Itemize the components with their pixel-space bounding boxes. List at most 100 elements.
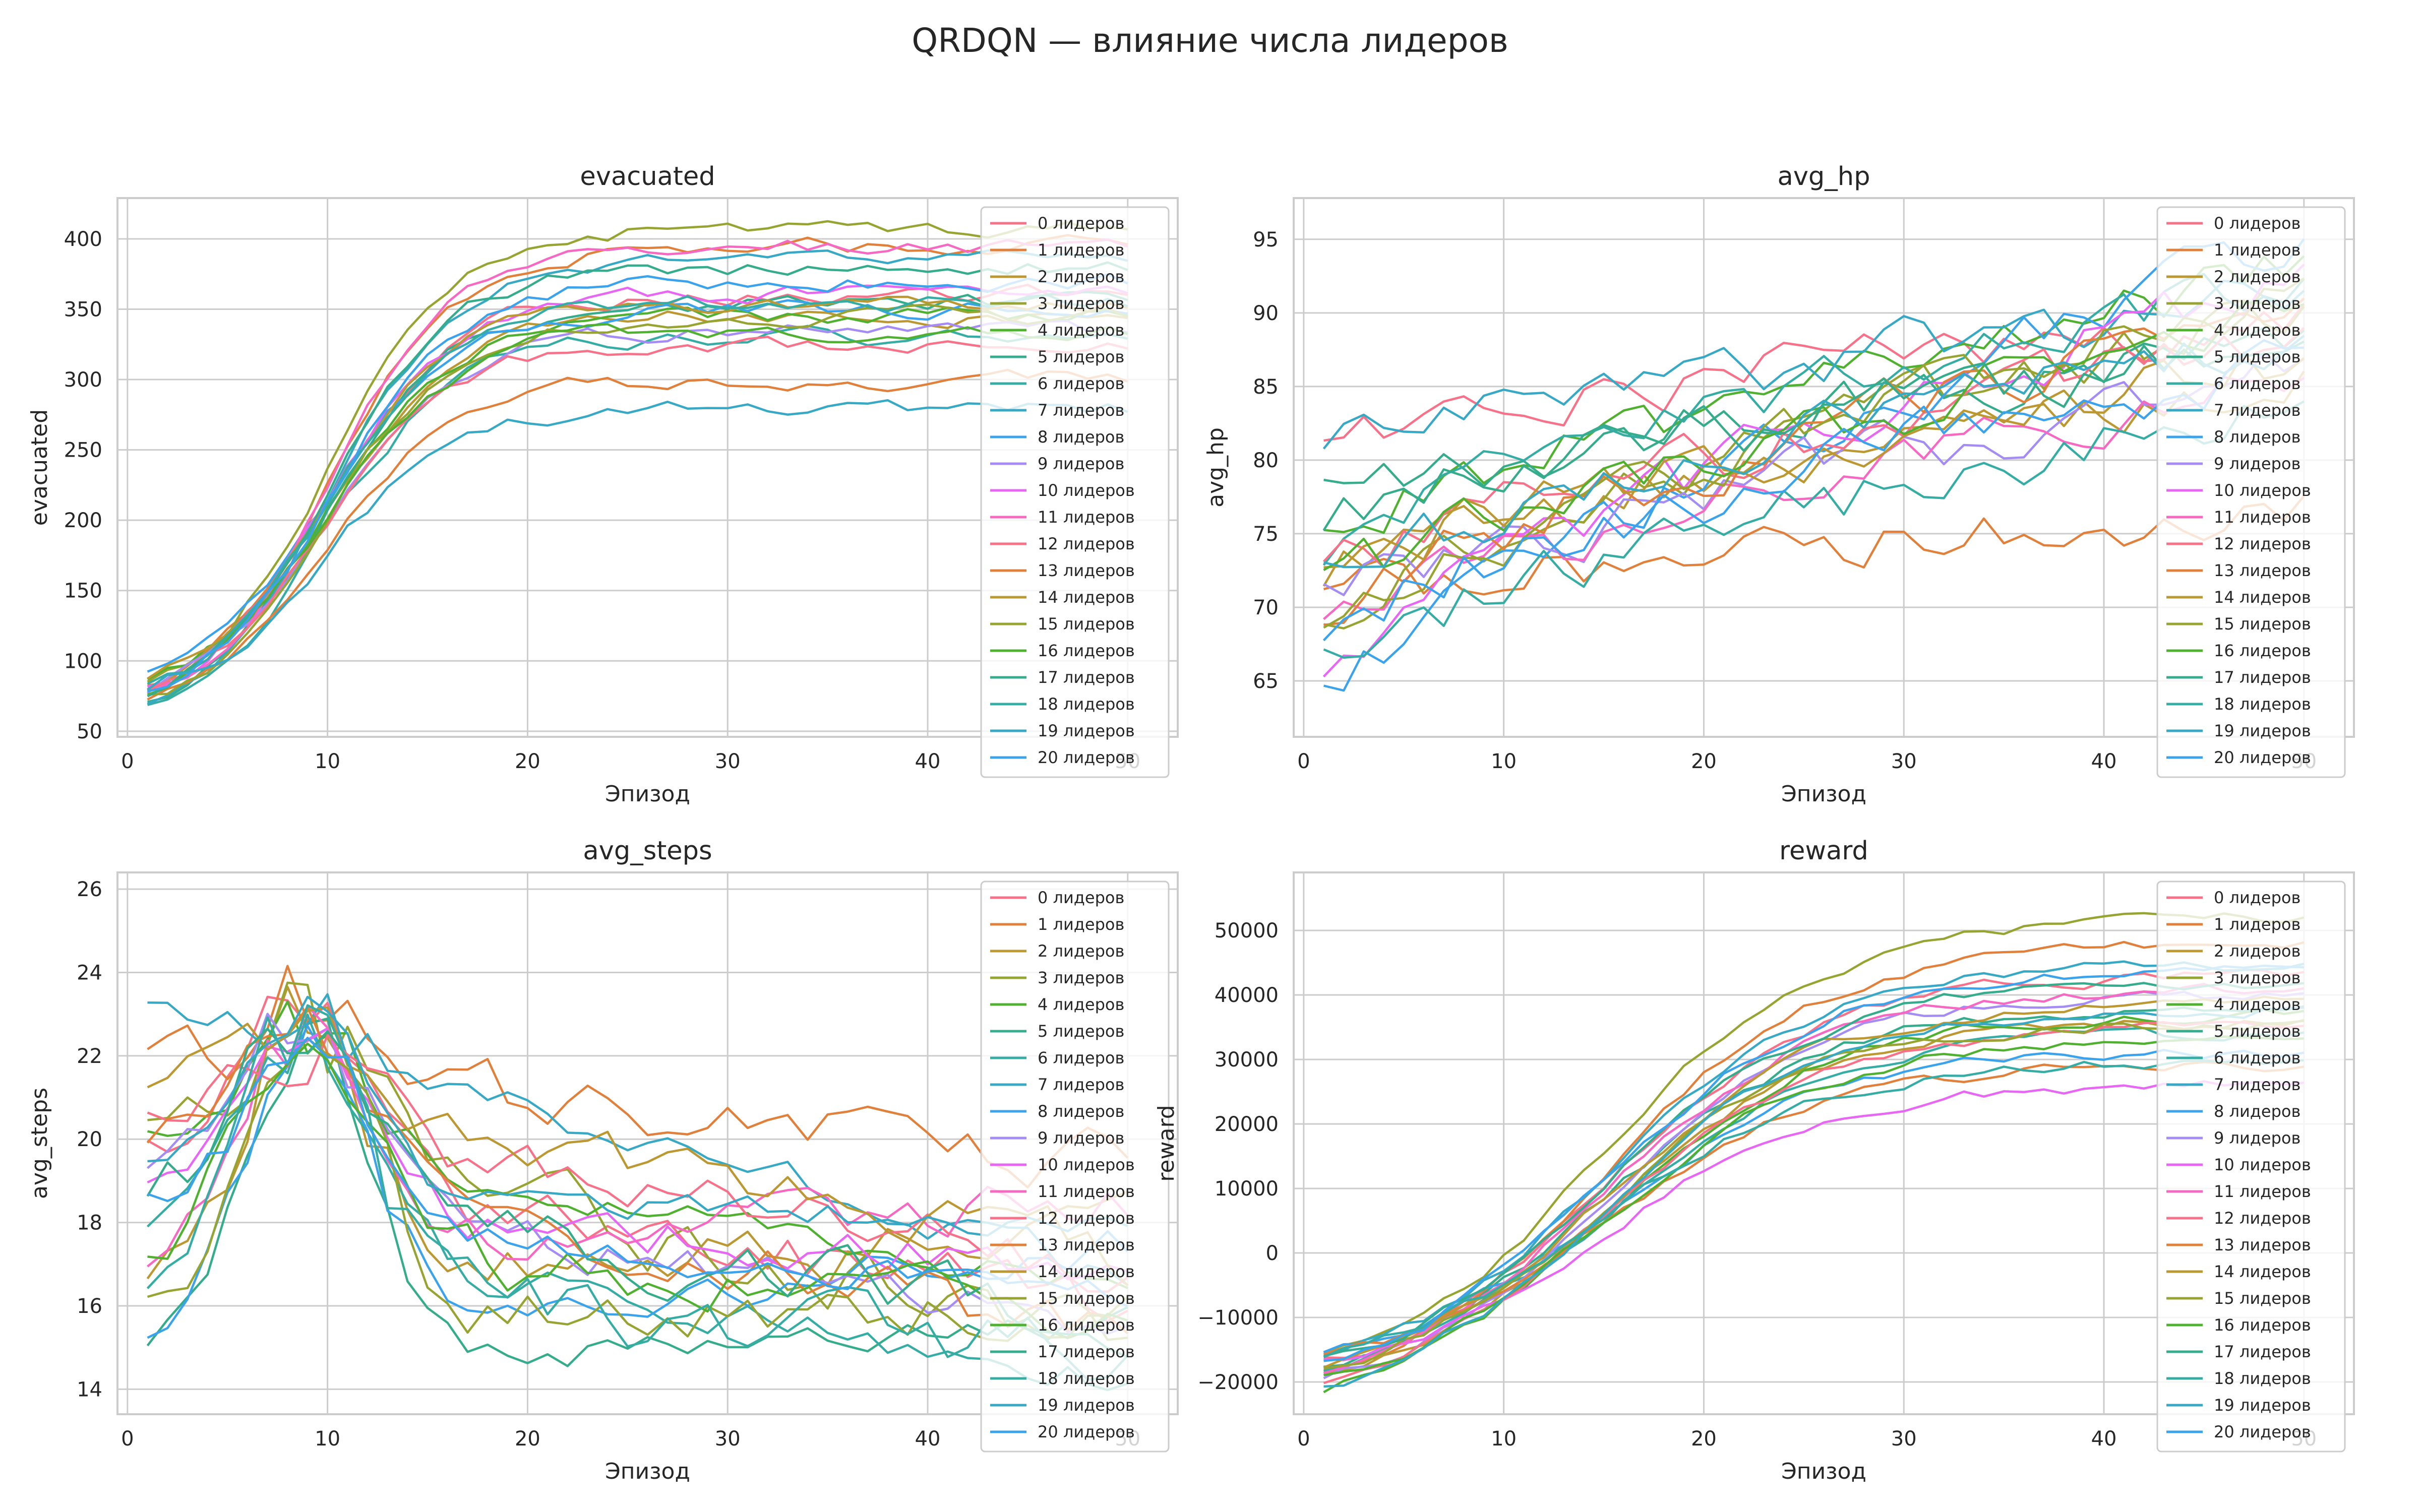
y-tick-label: 350 bbox=[64, 298, 102, 321]
legend: 0 лидеров 1 лидеров 2 лидеров 3 лидеров 4 ли… bbox=[2156, 880, 2346, 1453]
y-tick-label: 18 bbox=[77, 1212, 102, 1235]
series-line-4 bbox=[1323, 1008, 2305, 1394]
series-lines bbox=[147, 220, 1128, 706]
legend-label: 11 лидеров bbox=[2214, 1182, 2311, 1201]
x-tick-label: 10 bbox=[1491, 750, 1517, 773]
legend-label: 12 лидеров bbox=[2214, 1209, 2311, 1228]
series-lines bbox=[1322, 238, 2305, 692]
series-line-2 bbox=[1322, 370, 2305, 587]
legend-label: 1 лидеров bbox=[1038, 915, 1124, 934]
y-tick-label: 200 bbox=[64, 509, 102, 532]
figure-title: QRDQN — влияние числа лидеров bbox=[912, 21, 1508, 60]
series-line-7 bbox=[1323, 960, 2305, 1356]
series-line-14 bbox=[1323, 351, 2305, 569]
legend-label: 20 лидеров bbox=[1038, 1422, 1135, 1441]
subplot-title: evacuated bbox=[580, 162, 715, 192]
legend-label: 11 лидеров bbox=[1038, 508, 1135, 527]
axes-frame bbox=[116, 871, 1179, 1415]
series-line-12 bbox=[147, 336, 1128, 692]
legend-label: 20 лидеров bbox=[1038, 748, 1135, 767]
legend-label: 13 лидеров bbox=[1038, 561, 1135, 580]
series-line-17 bbox=[147, 261, 1128, 698]
y-tick-label: 80 bbox=[1253, 449, 1279, 472]
legend-label: 15 лидеров bbox=[2214, 614, 2311, 634]
series-line-18 bbox=[1323, 400, 2305, 659]
legend-label: 0 лидеров bbox=[1038, 888, 1124, 907]
x-tick-label: 20 bbox=[515, 750, 540, 773]
legend-label: 12 лидеров bbox=[1038, 1209, 1135, 1228]
series-line-16 bbox=[1323, 301, 2305, 572]
legend-label: 10 лидеров bbox=[2214, 481, 2311, 500]
x-tick-label: 10 bbox=[315, 1427, 340, 1451]
series-line-8 bbox=[147, 1025, 1129, 1339]
series-line-13 bbox=[146, 1005, 1129, 1335]
x-axis-label: Эпизод bbox=[1781, 781, 1866, 807]
y-tick-label: 22 bbox=[77, 1045, 102, 1068]
series-line-12 bbox=[147, 1034, 1129, 1293]
legend-label: 15 лидеров bbox=[1038, 1289, 1135, 1308]
legend-label: 19 лидеров bbox=[2214, 721, 2311, 740]
legend-label: 10 лидеров bbox=[1038, 1155, 1135, 1174]
series-lines bbox=[146, 965, 1129, 1392]
series-line-10 bbox=[147, 1027, 1128, 1281]
legend-label: 14 лидеров bbox=[2214, 1262, 2311, 1281]
y-tick-label: 85 bbox=[1253, 375, 1279, 399]
y-tick-label: 14 bbox=[77, 1378, 102, 1401]
subplot-title: avg_hp bbox=[1777, 162, 1870, 192]
y-tick-label: 20000 bbox=[1215, 1113, 1279, 1136]
series-line-12 bbox=[1322, 327, 2305, 569]
legend-label: 0 лидеров bbox=[2214, 888, 2301, 907]
legend-label: 11 лидеров bbox=[1038, 1182, 1135, 1201]
legend-label: 0 лидеров bbox=[2214, 214, 2301, 233]
legend-label: 6 лидеров bbox=[2214, 1048, 2301, 1067]
series-line-5 bbox=[1323, 327, 2305, 487]
legend-label: 1 лидеров bbox=[2214, 915, 2301, 934]
axes-frame bbox=[1293, 197, 2355, 738]
y-tick-label: 10000 bbox=[1215, 1177, 1279, 1201]
legend-label: 2 лидеров bbox=[2214, 941, 2301, 961]
x-tick-label: 40 bbox=[915, 1427, 941, 1451]
series-line-3 bbox=[1323, 912, 2305, 1354]
x-tick-label: 30 bbox=[715, 1427, 741, 1451]
legend-label: 16 лидеров bbox=[1038, 641, 1135, 660]
legend-label: 8 лидеров bbox=[1038, 427, 1124, 447]
x-tick-label: 0 bbox=[121, 750, 134, 773]
legend-box bbox=[980, 206, 1170, 778]
y-tick-label: 50 bbox=[77, 720, 102, 743]
series-line-19 bbox=[147, 399, 1128, 691]
legend-label: 13 лидеров bbox=[2214, 561, 2311, 580]
legend-label: 5 лидеров bbox=[2214, 1022, 2301, 1041]
legend-label: 7 лидеров bbox=[2214, 401, 2301, 420]
series-line-19 bbox=[1323, 335, 2305, 569]
subplot-reward: 01020304050−20000−1000001000020000300004… bbox=[1154, 836, 2355, 1484]
legend-label: 4 лидеров bbox=[2214, 995, 2301, 1014]
legend-label: 20 лидеров bbox=[2214, 748, 2311, 767]
series-line-13 bbox=[147, 368, 1128, 701]
y-axis-label: reward bbox=[1154, 1105, 1179, 1181]
legend-label: 15 лидеров bbox=[2214, 1289, 2311, 1308]
subplot-title: avg_steps bbox=[583, 836, 712, 866]
series-line-13 bbox=[1323, 297, 2305, 626]
y-tick-label: 16 bbox=[77, 1295, 102, 1318]
legend-label: 16 лидеров bbox=[1038, 1315, 1135, 1335]
x-tick-label: 0 bbox=[1297, 750, 1310, 773]
legend-label: 13 лидеров bbox=[1038, 1235, 1135, 1254]
series-line-16 bbox=[147, 1042, 1128, 1339]
y-tick-label: 24 bbox=[77, 961, 102, 984]
legend: 0 лидеров 1 лидеров 2 лидеров 3 лидеров 4 ли… bbox=[980, 880, 1170, 1453]
legend-label: 20 лидеров bbox=[2214, 1422, 2311, 1441]
legend-label: 14 лидеров bbox=[1038, 588, 1135, 607]
legend-label: 3 лидеров bbox=[2214, 294, 2301, 313]
legend-label: 5 лидеров bbox=[1038, 1022, 1124, 1041]
series-line-10 bbox=[1323, 1080, 2304, 1361]
legend-label: 19 лидеров bbox=[2214, 1396, 2311, 1415]
series-line-18 bbox=[146, 1004, 1129, 1381]
legend-label: 12 лидеров bbox=[1038, 534, 1135, 553]
subplot-avg-steps: 0102030405014161820222426avg_stepsЭпизод… bbox=[27, 836, 1179, 1484]
legend-label: 6 лидеров bbox=[2214, 374, 2301, 393]
y-axis-label: evacuated bbox=[27, 409, 52, 526]
legend-label: 3 лидеров bbox=[1038, 968, 1124, 987]
y-tick-label: −20000 bbox=[1197, 1371, 1279, 1394]
y-tick-label: 150 bbox=[64, 580, 102, 603]
